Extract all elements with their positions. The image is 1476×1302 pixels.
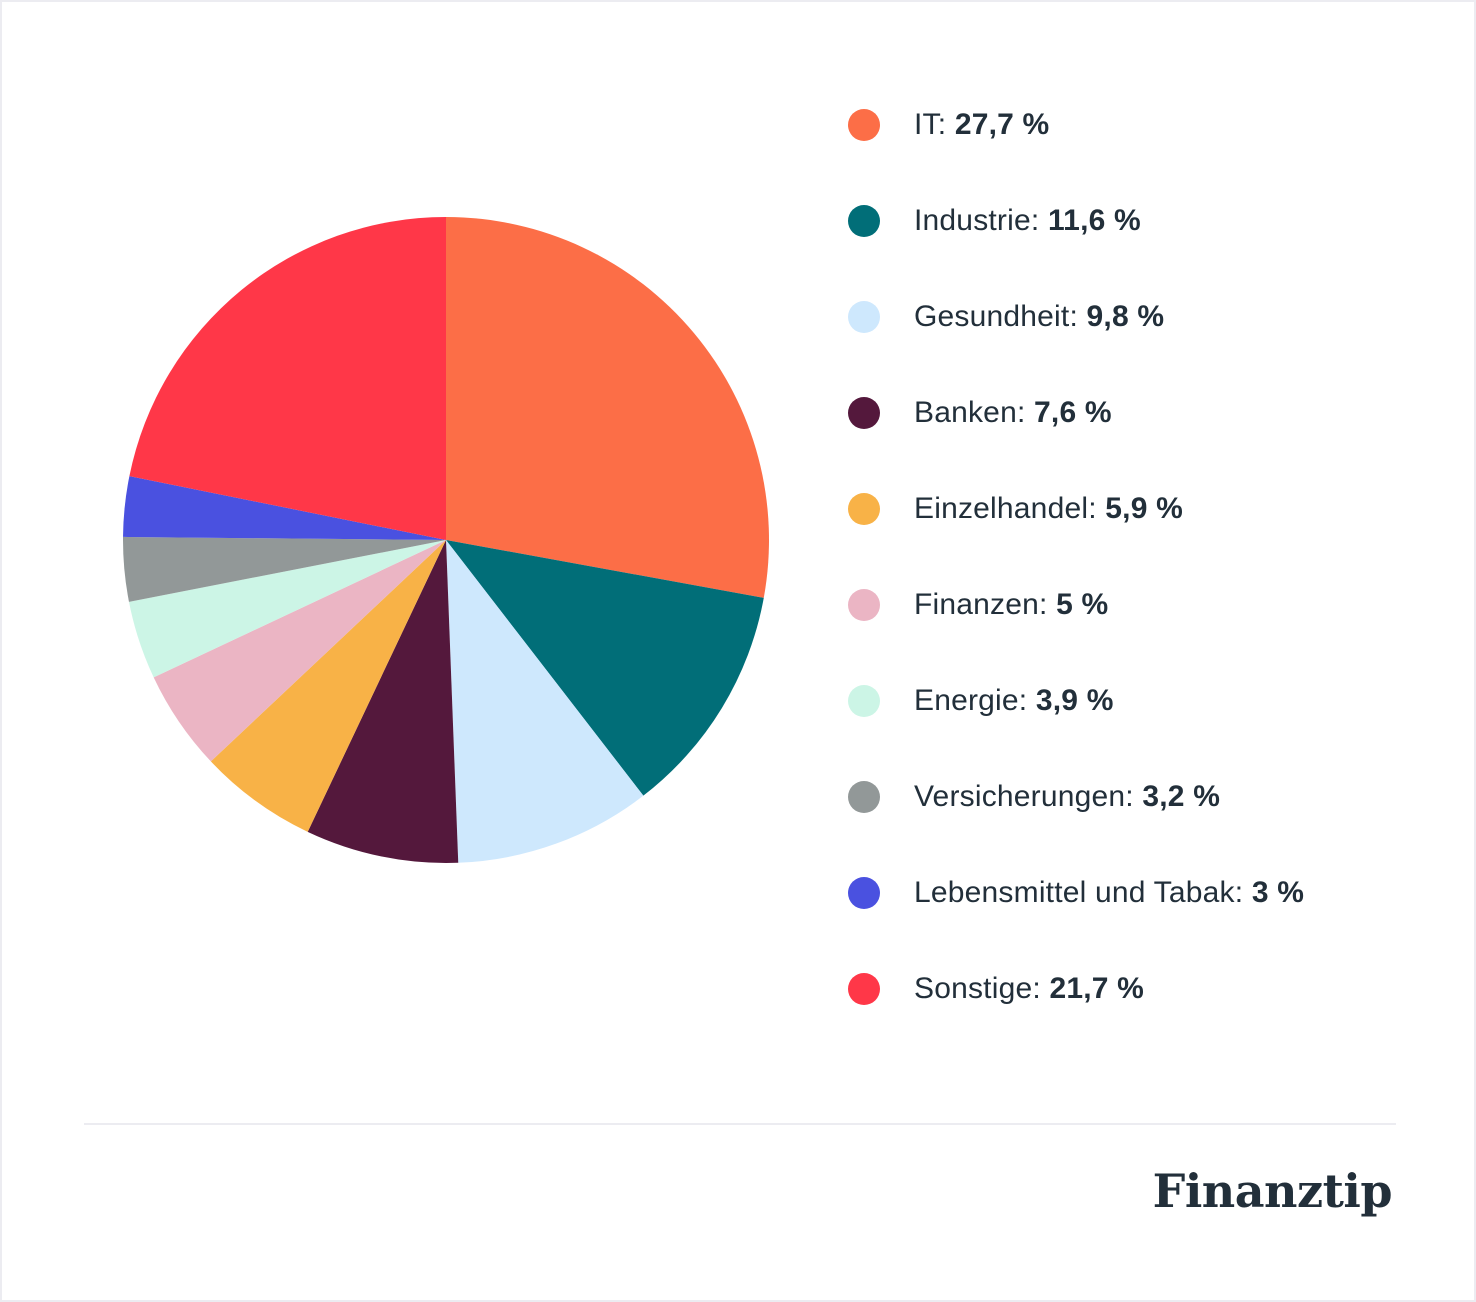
legend-label: Energie: — [914, 684, 1028, 717]
pie-chart-svg — [123, 217, 770, 863]
pie-slice-versicherungen — [123, 536, 446, 602]
legend-item-einzelhandel: Einzelhandel: 5,9 % — [848, 461, 1304, 557]
pie-slice-banken — [307, 540, 459, 863]
legend-dot-icon — [848, 109, 880, 141]
legend-item-gesundheit: Gesundheit: 9,8 % — [848, 269, 1304, 365]
legend-item-finanzen: Finanzen: 5 % — [848, 557, 1304, 653]
legend-value: 7,6 % — [1034, 396, 1112, 429]
legend-label: IT: — [914, 108, 947, 141]
brand-logo: Finanztip — [1152, 1164, 1393, 1218]
pie-slice-lebensmittel-und-tabak — [123, 476, 446, 540]
legend-value: 21,7 % — [1049, 972, 1145, 1005]
legend-text: Banken: 7,6 % — [914, 396, 1112, 430]
legend-dot-icon — [848, 685, 880, 717]
legend-item-energie: Energie: 3,9 % — [848, 653, 1304, 749]
pie-slice-gesundheit — [446, 540, 644, 863]
legend-value: 3,9 % — [1035, 684, 1114, 717]
legend-value: 3 % — [1251, 876, 1305, 909]
legend-label: Banken: — [914, 396, 1026, 429]
legend-text: Lebensmittel und Tabak: 3 % — [914, 876, 1304, 910]
legend-dot-icon — [848, 877, 880, 909]
pie-slice-industrie — [446, 540, 764, 796]
legend-text: Gesundheit: 9,8 % — [914, 300, 1164, 334]
legend-text: Finanzen: 5 % — [914, 588, 1108, 622]
legend-item-versicherungen: Versicherungen: 3,2 % — [848, 749, 1304, 845]
pie-slice-sonstige — [129, 217, 446, 540]
legend-value: 9,8 % — [1086, 300, 1165, 333]
legend-text: Einzelhandel: 5,9 % — [914, 492, 1183, 526]
legend-text: Energie: 3,9 % — [914, 684, 1114, 718]
pie-slice-finanzen — [153, 540, 446, 762]
legend-text: Sonstige: 21,7 % — [914, 972, 1144, 1006]
legend-dot-icon — [848, 205, 880, 237]
legend-text: Industrie: 11,6 % — [914, 204, 1141, 238]
legend-label: Industrie: — [914, 204, 1040, 237]
legend-dot-icon — [848, 397, 880, 429]
legend-text: Versicherungen: 3,2 % — [914, 780, 1220, 814]
legend-label: Lebensmittel und Tabak: — [914, 876, 1244, 909]
legend-item-banken: Banken: 7,6 % — [848, 365, 1304, 461]
legend-item-sonstige: Sonstige: 21,7 % — [848, 941, 1304, 1037]
legend-dot-icon — [848, 301, 880, 333]
pie-slice-einzelhandel — [210, 540, 446, 832]
legend-dot-icon — [848, 781, 880, 813]
chart-legend: IT: 27,7 % Industrie: 11,6 % Gesundheit:… — [848, 77, 1304, 1037]
legend-value: 5 % — [1056, 588, 1109, 621]
legend-value: 3,2 % — [1142, 780, 1221, 813]
legend-value: 11,6 % — [1047, 204, 1141, 237]
legend-value: 5,9 % — [1105, 492, 1183, 525]
legend-item-industrie: Industrie: 11,6 % — [848, 173, 1304, 269]
legend-label: Finanzen: — [914, 588, 1048, 621]
pie-slice-it — [446, 217, 770, 598]
legend-text: IT: 27,7 % — [914, 108, 1049, 142]
legend-label: Gesundheit: — [914, 300, 1078, 333]
legend-item-lebensmittel-und-tabak: Lebensmittel und Tabak: 3 % — [848, 845, 1304, 941]
legend-label: Einzelhandel: — [914, 492, 1097, 525]
footer-divider — [84, 1123, 1396, 1125]
legend-label: Versicherungen: — [914, 780, 1134, 813]
pie-chart — [114, 208, 778, 872]
legend-dot-icon — [848, 493, 880, 525]
legend-dot-icon — [848, 973, 880, 1005]
legend-value: 27,7 % — [954, 108, 1050, 141]
pie-slice-energie — [128, 540, 446, 678]
legend-dot-icon — [848, 589, 880, 621]
legend-item-it: IT: 27,7 % — [848, 77, 1304, 173]
legend-label: Sonstige: — [914, 972, 1041, 1005]
